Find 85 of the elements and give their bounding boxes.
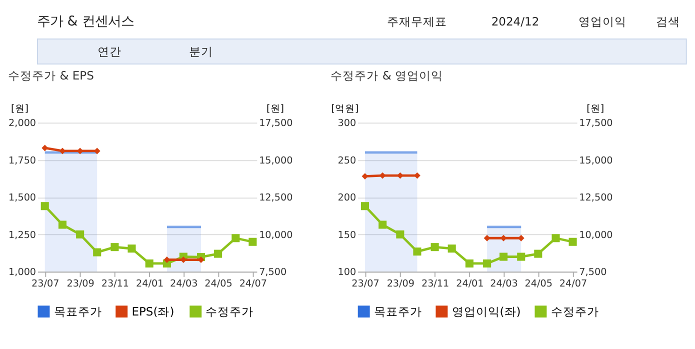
y-tick-label: 200 xyxy=(338,192,356,204)
y-tick-label: 2,000 xyxy=(8,118,36,130)
text: 주재무제표 xyxy=(387,14,448,29)
point xyxy=(360,202,369,210)
point xyxy=(378,220,387,229)
y2-tick-label: 17,500 xyxy=(259,118,293,130)
point xyxy=(59,148,66,154)
y2-tick-label: 12,500 xyxy=(259,192,293,204)
point xyxy=(552,234,560,242)
y-tick-label: 250 xyxy=(338,155,356,166)
x-tick-label: 24/07 xyxy=(239,278,268,290)
x-tick-label: 24/01 xyxy=(456,278,484,290)
y-tick-label: 300 xyxy=(338,118,356,130)
point xyxy=(248,238,257,246)
point xyxy=(465,259,474,268)
x-tick-label: 23/07 xyxy=(32,278,60,290)
point xyxy=(76,148,84,154)
text: 연간 xyxy=(98,44,122,58)
y2-tick-label: 7,500 xyxy=(579,267,607,278)
x-tick-label: 23/11 xyxy=(101,278,130,290)
point xyxy=(413,248,422,256)
point xyxy=(499,252,508,261)
y2-axis-title: [원] xyxy=(266,104,284,115)
y2-tick-label: 15,000 xyxy=(259,155,293,166)
point xyxy=(500,234,507,242)
y2-tick-label: 17,500 xyxy=(579,118,613,130)
point xyxy=(484,234,490,242)
point xyxy=(568,238,577,246)
x-tick-label: 23/09 xyxy=(386,278,415,290)
chart-title: 수정주가 & EPS xyxy=(8,68,94,82)
legend-label: 영업이익(좌) xyxy=(452,304,521,318)
text: 검색 xyxy=(656,14,680,29)
legend-label: 목표주가 xyxy=(54,304,102,318)
x-tick-label: 24/07 xyxy=(559,278,588,290)
y-axis-title: [원] xyxy=(11,104,29,115)
point xyxy=(518,234,524,242)
legend-label: 수정주가 xyxy=(206,304,254,318)
y-axis-title: [억원] xyxy=(331,104,359,115)
x-tick-label: 24/03 xyxy=(170,278,198,290)
y-tick-label: 1,500 xyxy=(8,192,36,204)
point xyxy=(448,244,456,253)
x-tick-label: 24/05 xyxy=(524,278,552,290)
point xyxy=(93,248,102,256)
text: 주가 & 컨센서스 xyxy=(37,14,134,30)
y2-tick-label: 10,000 xyxy=(259,230,293,241)
point xyxy=(214,250,222,258)
point xyxy=(396,230,404,238)
x-tick-label: 23/07 xyxy=(352,278,380,290)
point xyxy=(110,243,119,252)
point xyxy=(517,252,526,261)
x-tick-label: 23/09 xyxy=(66,278,94,290)
legend-label: 수정주가 xyxy=(550,304,599,318)
text: 분기 xyxy=(188,44,213,58)
y2-axis-title: [원] xyxy=(586,104,604,115)
y-tick-label: 1,750 xyxy=(8,155,36,166)
point xyxy=(232,234,240,242)
legend-label: EPS(좌) xyxy=(132,304,174,318)
y2-tick-label: 15,000 xyxy=(579,155,613,166)
text: 2024/12 xyxy=(491,14,540,29)
point xyxy=(379,172,386,179)
point xyxy=(483,259,492,268)
y2-tick-label: 7,500 xyxy=(259,267,287,278)
y-tick-label: 1,000 xyxy=(8,267,36,278)
x-tick-label: 23/11 xyxy=(421,278,450,290)
y2-tick-label: 10,000 xyxy=(579,230,613,241)
y-tick-label: 1,250 xyxy=(8,230,36,241)
point xyxy=(534,250,542,258)
y2-tick-label: 12,500 xyxy=(579,192,613,204)
x-tick-label: 24/01 xyxy=(136,278,164,290)
point xyxy=(128,244,136,253)
point xyxy=(362,173,368,180)
point xyxy=(42,144,48,152)
point xyxy=(430,243,439,252)
point xyxy=(145,259,154,268)
y-tick-label: 150 xyxy=(338,230,356,241)
point xyxy=(76,230,84,238)
x-tick-label: 24/03 xyxy=(490,278,518,290)
chart-title: 수정주가 & 영업이익 xyxy=(330,68,443,82)
y-tick-label: 100 xyxy=(338,267,356,278)
text: 영업이익 xyxy=(578,14,627,29)
point xyxy=(58,220,66,229)
point xyxy=(40,202,49,210)
legend-label: 목표주가 xyxy=(374,304,422,318)
point xyxy=(94,148,100,154)
x-tick-label: 24/05 xyxy=(204,278,232,290)
